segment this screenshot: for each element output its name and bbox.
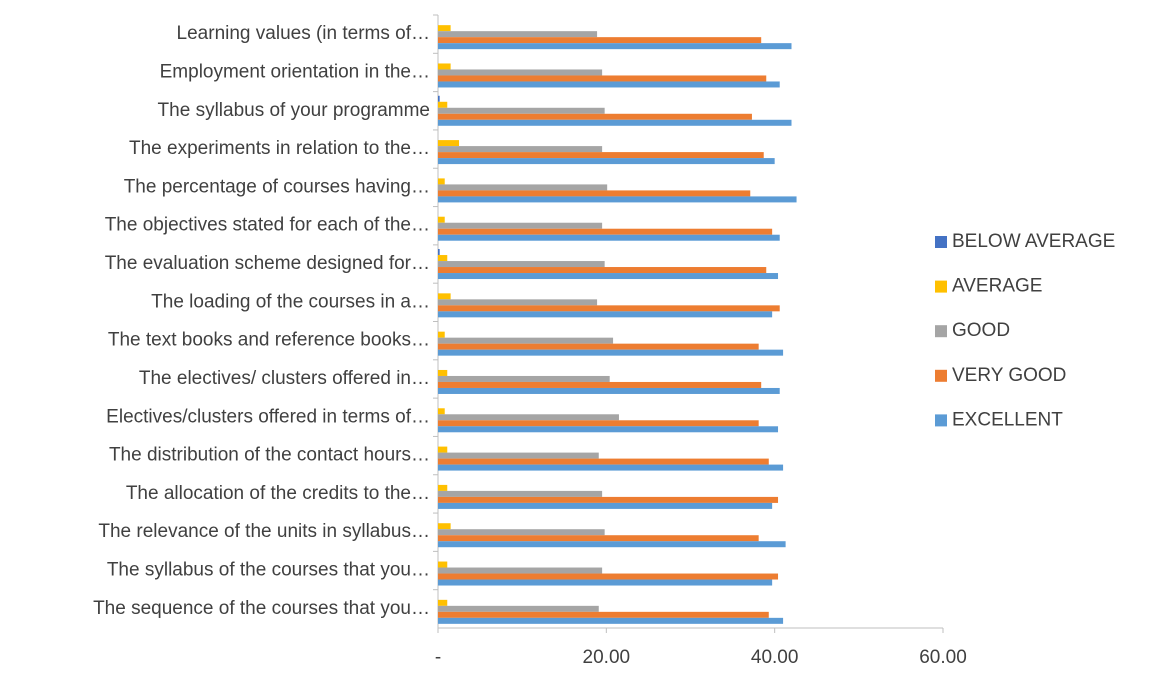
bar [438,579,773,586]
bar [438,190,751,197]
x-tick-label: - [435,647,441,668]
y-tick-label: The objectives stated for each of the… [105,215,430,236]
bar [438,446,448,453]
bar [438,101,448,108]
bar [438,293,451,300]
legend-swatch [935,369,947,382]
bar [438,113,752,120]
legend-label: BELOW AVERAGE [952,231,1115,252]
bar [438,617,784,624]
bar [438,305,780,312]
y-tick-label: Learning values (in terms of… [177,23,430,44]
bar [438,381,762,388]
bar [438,63,451,70]
bar [438,535,759,542]
bar [438,420,759,427]
x-tick-label: 20.00 [583,647,631,668]
bar [438,452,599,459]
bar [438,178,445,185]
y-tick-label: The syllabus of the courses that you… [107,560,430,581]
bar [438,464,784,471]
bar [438,561,448,568]
y-tick-label: Electives/clusters offered in terms of… [106,406,430,427]
bar [438,267,767,274]
bar [438,541,786,548]
bar [438,216,445,223]
bar [438,152,764,159]
legend-label: EXCELLENT [952,409,1063,430]
bar [438,261,605,268]
bar [438,611,769,618]
legend-swatch [935,414,947,427]
bar [438,605,599,612]
x-tick-label: 40.00 [751,647,799,668]
y-tick-label: The allocation of the credits to the… [126,483,430,504]
legend-swatch [935,236,947,248]
bar [438,299,598,306]
y-tick-label: The sequence of the courses that you… [93,598,430,619]
bar [438,458,769,465]
bar [438,573,779,580]
bar [438,25,451,32]
bar [438,369,448,376]
legend-label: VERY GOOD [952,365,1066,386]
bar [438,140,460,147]
bar [438,343,759,350]
y-tick-label: The distribution of the contact hours… [109,445,430,466]
bar [438,119,792,126]
bar [438,387,780,394]
bar [438,69,603,76]
y-tick-label: The evaluation scheme designed for… [105,253,430,274]
y-tick-label: The percentage of courses having… [124,176,430,197]
bar [438,222,603,229]
bar [438,196,797,203]
legend-swatch [935,325,947,338]
bar [438,146,603,153]
bar [438,484,448,491]
bar [438,331,445,338]
y-tick-label: Employment orientation in the… [160,61,430,82]
bar [438,43,792,50]
bar [438,502,773,509]
bar [438,490,603,497]
bar [438,426,779,433]
bar [438,349,784,356]
bar [438,599,448,606]
bar [438,107,605,114]
bar [438,408,445,415]
bar [438,337,614,344]
bar [438,184,608,191]
bar [438,249,440,256]
bar [438,255,448,262]
bar [438,273,779,280]
bar [438,37,762,44]
bar [438,228,773,235]
y-tick-label: The experiments in relation to the… [129,138,430,159]
y-tick-label: The text books and reference books… [108,330,430,351]
bar [438,311,773,318]
bar [438,234,780,241]
legend-label: AVERAGE [952,276,1042,297]
x-tick-label: 60.00 [919,647,967,668]
y-tick-label: The relevance of the units in syllabus… [98,521,430,542]
bar [438,529,605,536]
bar [438,158,775,165]
bar [438,75,767,82]
y-tick-label: The syllabus of your programme [158,100,430,121]
bar [438,95,440,102]
bar [438,567,603,574]
bar [438,31,598,38]
legend-label: GOOD [952,320,1010,341]
bar [438,81,780,88]
bar [438,414,619,421]
legend-swatch [935,280,947,293]
bar [438,523,451,530]
y-tick-label: The electives/ clusters offered in… [139,368,430,389]
y-tick-label: The loading of the courses in a… [151,291,430,312]
bar [438,375,610,382]
bar [438,496,779,503]
